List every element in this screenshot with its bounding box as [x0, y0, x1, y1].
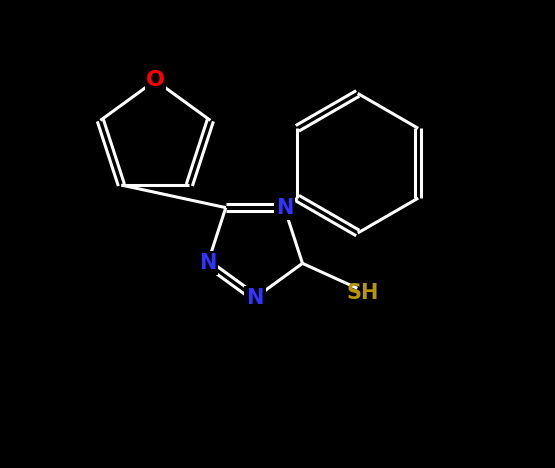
Text: N: N	[246, 288, 264, 308]
Text: N: N	[199, 253, 216, 273]
Text: N: N	[276, 197, 293, 218]
Text: O: O	[146, 71, 165, 90]
Text: SH: SH	[346, 283, 379, 303]
